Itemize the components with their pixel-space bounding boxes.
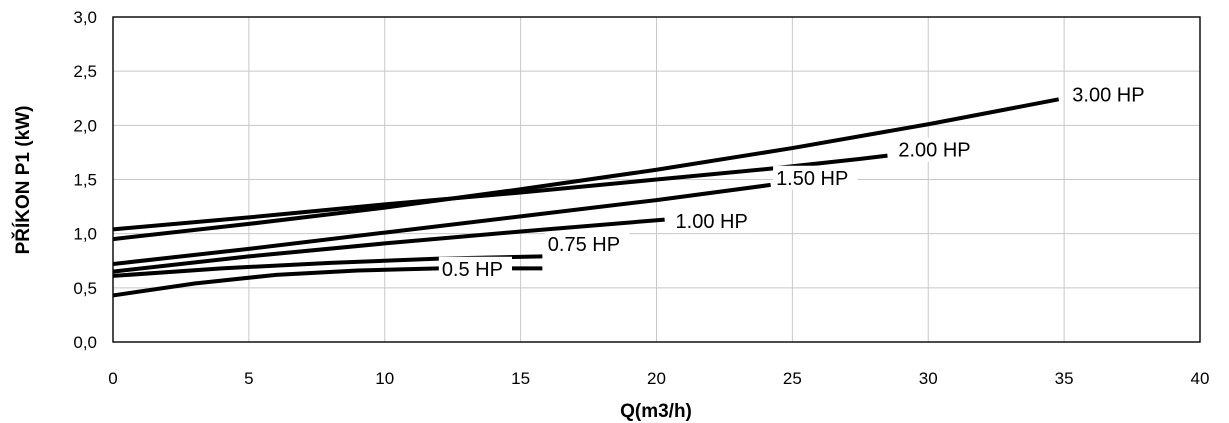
y-tick-label: 1,0	[73, 225, 97, 244]
y-tick-label: 1,5	[73, 171, 97, 190]
plot-area-frame	[112, 16, 1201, 343]
y-tick-label: 2,5	[73, 62, 97, 81]
x-tick-label: 0	[108, 369, 117, 388]
y-tick-label: 0,5	[73, 279, 97, 298]
label-background	[773, 165, 858, 190]
label-0-75-hp: 0.75 HP	[548, 234, 620, 256]
x-tick-label: 10	[375, 369, 394, 388]
x-tick-label: 20	[647, 369, 666, 388]
label-0-5-hp: 0.5 HP	[442, 259, 503, 281]
x-axis-ticks: 0 5 10 15 20 25 30 35 40	[108, 369, 1209, 388]
label-background	[672, 209, 757, 234]
label-background	[438, 256, 513, 281]
x-tick-label: 5	[244, 369, 253, 388]
x-tick-label: 40	[1191, 369, 1210, 388]
x-tick-label: 25	[783, 369, 802, 388]
curve-2-00-hp	[112, 153, 888, 232]
curve-3-00-hp	[112, 97, 1060, 242]
label-background	[544, 231, 630, 256]
label-2-00-hp: 2.00 HP	[898, 140, 970, 162]
label-1-50-hp: 1.50 HP	[776, 168, 848, 190]
y-axis-ticks: 0,0 0,5 1,0 1,5 2,0 2,5 3,0	[73, 8, 97, 352]
curve-1-00-hp	[112, 217, 665, 274]
series-curves	[112, 97, 1060, 298]
x-tick-label: 15	[511, 369, 530, 388]
label-background	[895, 137, 980, 162]
y-tick-label: 2,0	[73, 116, 97, 135]
label-background	[1069, 82, 1154, 107]
y-tick-label: 0,0	[73, 333, 97, 352]
y-axis-title: PŘÍKON P1 (kW)	[12, 106, 34, 255]
label-1-00-hp: 1.00 HP	[676, 211, 748, 233]
x-tick-label: 35	[1055, 369, 1074, 388]
series-labels: 3.00 HP 2.00 HP 1.50 HP 1.00 HP 0.75 HP 0.5 H…	[438, 82, 1154, 281]
label-3-00-hp: 3.00 HP	[1072, 84, 1144, 106]
y-tick-label: 3,0	[73, 8, 97, 27]
x-axis-title: Q(m3/h)	[620, 401, 692, 422]
curve-1-50-hp	[112, 182, 771, 266]
x-tick-label: 30	[919, 369, 938, 388]
